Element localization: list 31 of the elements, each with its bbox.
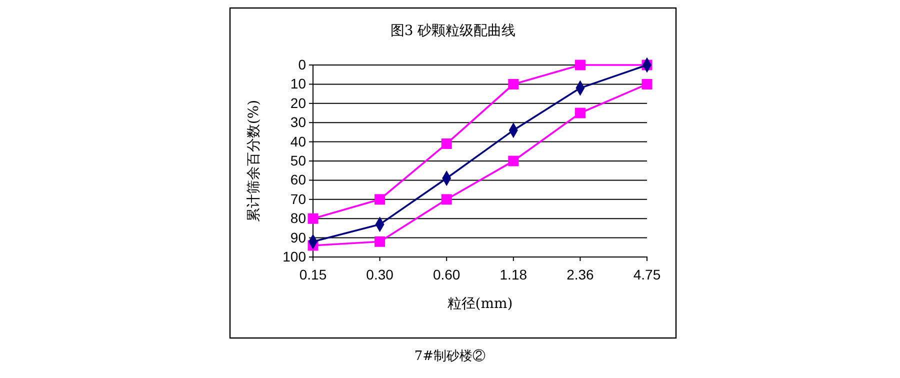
y-tick-label: 60	[290, 172, 306, 188]
x-tick-label: 4.75	[633, 266, 661, 282]
point	[574, 108, 586, 118]
point	[374, 236, 386, 247]
point	[308, 213, 318, 224]
x-axis-title: 粒径(mm)	[447, 296, 513, 312]
x-tick-label: 0.60	[432, 266, 460, 282]
point	[508, 78, 519, 90]
y-tick-label: 10	[290, 76, 306, 92]
x-tick-label: 2.36	[566, 266, 594, 282]
y-tick-label: 30	[290, 114, 306, 130]
x-tick-label: 0.30	[366, 266, 394, 282]
y-tick-label: 100	[282, 248, 306, 264]
chart-title: 图3 砂颗粒级配曲线	[390, 23, 516, 39]
point	[441, 138, 452, 149]
x-tick-label: 0.15	[299, 266, 327, 282]
point	[508, 156, 519, 166]
y-tick-label: 40	[290, 133, 306, 150]
y-tick-label: 50	[290, 152, 306, 168]
point	[441, 194, 452, 205]
y-tick-label: 70	[290, 190, 306, 207]
point	[574, 60, 586, 70]
y-tick-label: 0	[298, 56, 306, 72]
point	[374, 194, 386, 205]
y-axis-title: 累计筛余百分数(%)	[246, 100, 262, 222]
y-tick-label: 20	[290, 94, 306, 111]
text: 7#制砂楼②	[414, 349, 486, 364]
y-tick-label: 90	[290, 229, 306, 246]
x-tick-label: 1.18	[500, 266, 528, 282]
y-tick-label: 80	[290, 210, 306, 226]
point	[642, 78, 652, 90]
